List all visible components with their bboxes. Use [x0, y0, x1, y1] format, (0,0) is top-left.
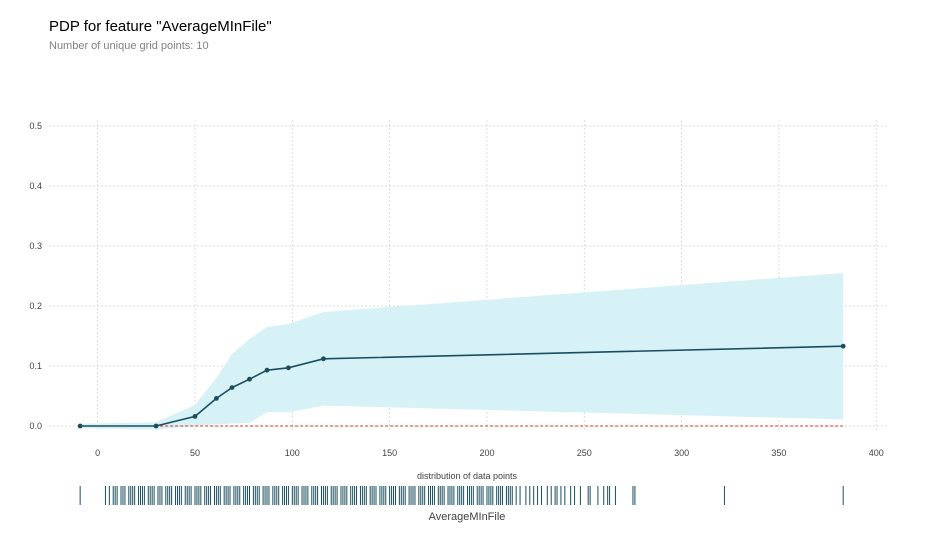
pdp-point	[321, 356, 326, 362]
y-tick-label: 0.3	[29, 241, 42, 251]
pdp-point	[247, 376, 252, 382]
pdp-point	[192, 414, 198, 419]
chart-title: PDP for feature "AverageMInFile"	[49, 18, 272, 35]
y-tick-labels: 0.0 0.1 0.2 0.3 0.4 0.5	[29, 121, 42, 431]
pdp-point	[77, 423, 83, 429]
x-tick-label: 200	[479, 448, 494, 458]
x-tick-label: 350	[771, 448, 786, 458]
y-tick-label: 0.2	[29, 301, 42, 311]
pdp-point	[153, 423, 159, 429]
y-tick-label: 0.4	[29, 181, 42, 191]
x-tick-label: 50	[190, 448, 200, 458]
rug-title: distribution of data points	[417, 471, 518, 481]
y-tick-label: 0.5	[29, 121, 42, 131]
pdp-point	[840, 343, 846, 349]
x-tick-label: 250	[577, 448, 592, 458]
x-tick-label: 0	[95, 448, 100, 458]
x-tick-label: 150	[382, 448, 397, 458]
pdp-points	[77, 343, 846, 429]
pdp-series-line	[80, 345, 844, 427]
confidence-band	[80, 273, 844, 430]
x-tick-label: 100	[285, 448, 300, 458]
pdp-point	[214, 396, 219, 401]
pdp-point	[229, 385, 235, 390]
pdp-point	[286, 365, 291, 371]
x-tick-label: 300	[674, 448, 689, 458]
x-tick-label: 400	[869, 448, 884, 458]
x-tick-labels: 0 50 100 150 200 250 300 350 400	[95, 448, 884, 458]
y-tick-label: 0.0	[29, 421, 42, 431]
pdp-point	[264, 367, 270, 373]
y-tick-label: 0.1	[29, 361, 42, 371]
chart-subtitle: Number of unique grid points: 10	[49, 40, 209, 52]
x-axis-label: AverageMInFile	[429, 511, 506, 523]
rug-plot	[79, 486, 844, 505]
